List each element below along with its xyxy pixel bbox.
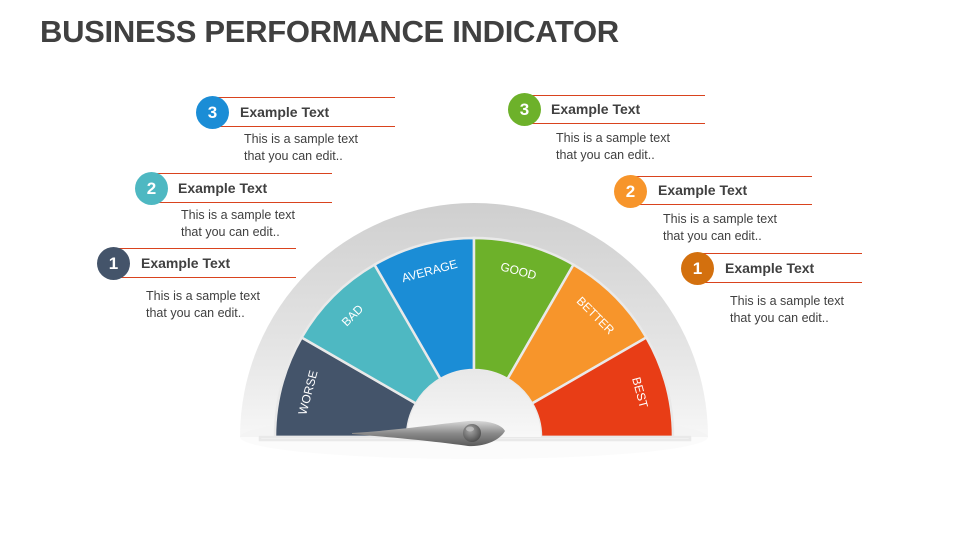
callout-title: Example Text: [725, 260, 815, 276]
callout-description: This is a sample text that you can edit.…: [663, 211, 777, 245]
divider-top: [212, 97, 395, 98]
desc-line-1: This is a sample text: [181, 208, 295, 222]
divider-top: [698, 253, 862, 254]
callout-description: This is a sample text that you can edit.…: [556, 130, 670, 164]
number-badge: 2: [135, 172, 168, 205]
number-badge: 3: [508, 93, 541, 126]
divider-bottom: [114, 277, 296, 278]
desc-line-2: that you can edit..: [730, 311, 829, 325]
number-badge: 2: [614, 175, 647, 208]
number-badge: 3: [196, 96, 229, 129]
callout-title: Example Text: [178, 180, 268, 196]
divider-top: [114, 248, 296, 249]
callout-title: Example Text: [240, 104, 330, 120]
number-badge: 1: [97, 247, 130, 280]
divider-bottom: [698, 282, 862, 283]
slide-title: BUSINESS PERFORMANCE INDICATOR: [40, 14, 619, 49]
desc-line-2: that you can edit..: [181, 225, 280, 239]
callout-title: Example Text: [658, 182, 748, 198]
divider-top: [524, 95, 705, 96]
desc-line-1: This is a sample text: [556, 131, 670, 145]
divider-top: [631, 176, 812, 177]
desc-line-2: that you can edit..: [244, 149, 343, 163]
gauge-hub: [407, 370, 541, 437]
desc-line-2: that you can edit..: [146, 306, 245, 320]
callout-title: Example Text: [141, 255, 231, 271]
callout-description: This is a sample text that you can edit.…: [146, 288, 260, 322]
desc-line-1: This is a sample text: [663, 212, 777, 226]
desc-line-2: that you can edit..: [556, 148, 655, 162]
divider-top: [151, 173, 332, 174]
callout-title: Example Text: [551, 101, 641, 117]
callout-description: This is a sample text that you can edit.…: [730, 293, 844, 327]
number-badge: 1: [681, 252, 714, 285]
divider-bottom: [524, 123, 705, 124]
desc-line-1: This is a sample text: [730, 294, 844, 308]
divider-bottom: [212, 126, 395, 127]
divider-bottom: [151, 202, 332, 203]
desc-line-1: This is a sample text: [146, 289, 260, 303]
callout-description: This is a sample text that you can edit.…: [181, 207, 295, 241]
callout-description: This is a sample text that you can edit.…: [244, 131, 358, 165]
desc-line-1: This is a sample text: [244, 132, 358, 146]
divider-bottom: [631, 204, 812, 205]
desc-line-2: that you can edit..: [663, 229, 762, 243]
needle-knob: [463, 424, 481, 442]
